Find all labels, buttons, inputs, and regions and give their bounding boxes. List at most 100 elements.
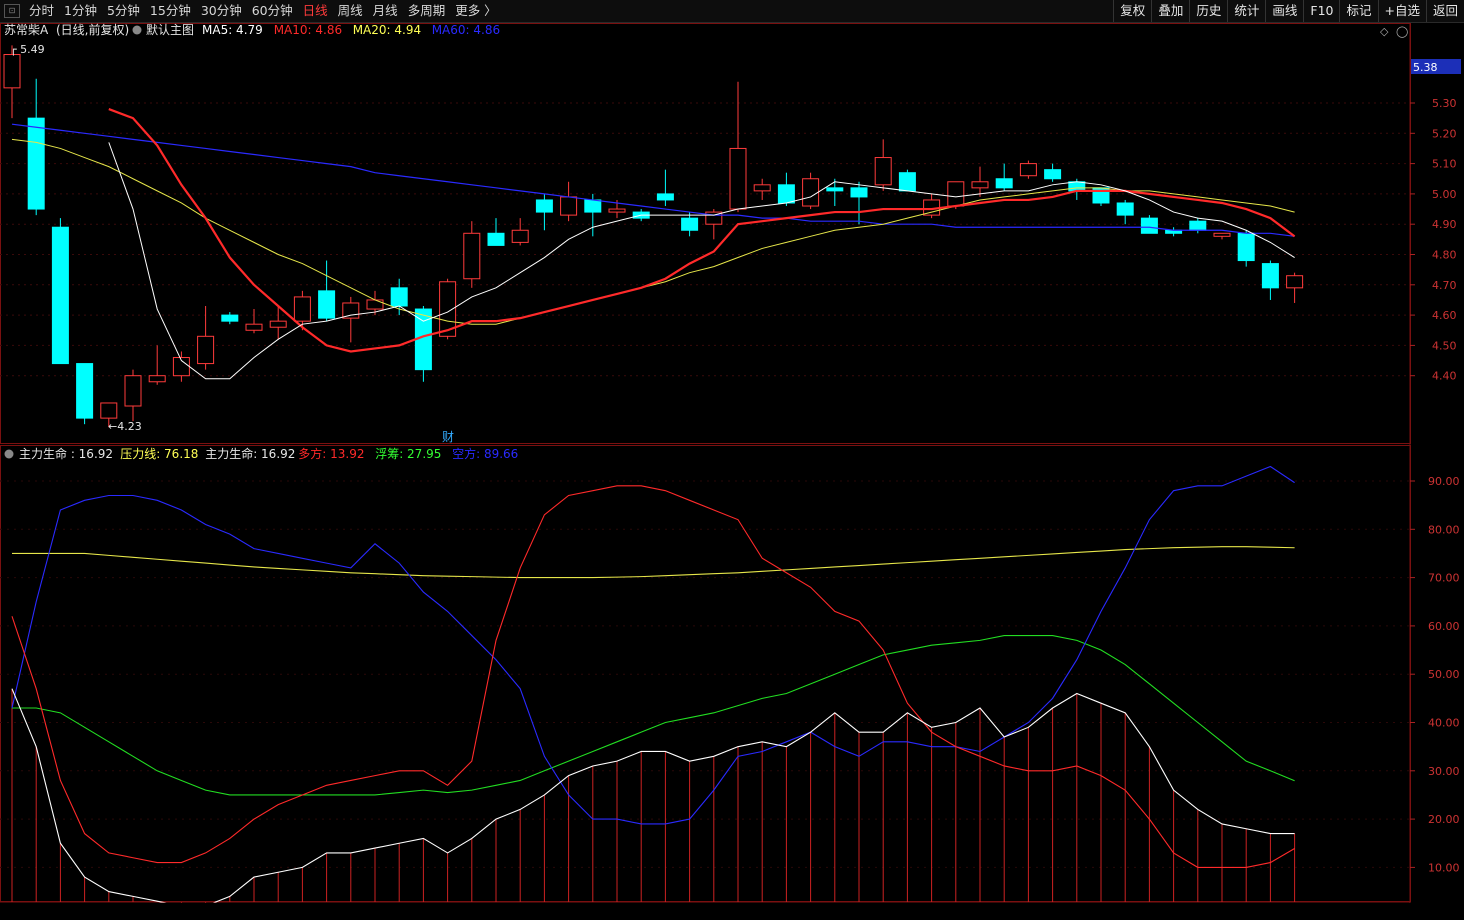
candle-body: [535, 199, 553, 213]
candle-body: [995, 178, 1013, 189]
toolbar-button-8[interactable]: 返回: [1425, 0, 1464, 22]
high-price-marker: ┌ 5.49: [10, 43, 45, 56]
candle-0: [3, 45, 21, 119]
price-tick-label: 4.60: [1432, 309, 1457, 322]
period-tab-4[interactable]: 30分钟: [200, 3, 242, 18]
toolbar-button-0[interactable]: 复权: [1113, 0, 1151, 22]
candle-body: [293, 296, 311, 322]
ma-label-ma5: MA5: 4.79: [202, 23, 263, 37]
candle-body: [850, 187, 868, 198]
period-tab-0[interactable]: 分时: [29, 3, 55, 18]
candle-32: [777, 172, 795, 207]
ma10-line: [108, 108, 1296, 353]
candle-2: [51, 218, 69, 365]
ind-tick-label: 60.00: [1428, 620, 1460, 633]
candle-body: [584, 199, 602, 213]
candle-body: [874, 157, 892, 186]
candle-50: [1213, 232, 1231, 240]
candle-23: [560, 181, 578, 222]
candle-5: [124, 369, 142, 422]
ind-tick-label: 70.00: [1428, 572, 1460, 585]
candle-48: [1165, 227, 1183, 237]
candle-body: [148, 375, 166, 383]
candle-11: [269, 306, 287, 340]
restore-window-icon[interactable]: ⊡: [4, 4, 20, 18]
indicator-dropdown-icon: [4, 449, 14, 459]
candle-body: [463, 232, 481, 280]
candle-body: [1044, 169, 1062, 180]
candle-body: [729, 147, 747, 210]
ind-tick-label: 20.00: [1428, 813, 1460, 826]
candle-51: [1237, 230, 1255, 267]
candle-body: [898, 172, 916, 192]
candle-40: [971, 166, 989, 197]
price-tick-label: 5.20: [1432, 127, 1457, 140]
price-tick-label: 4.50: [1432, 339, 1457, 352]
period-tab-8[interactable]: 月线: [372, 3, 398, 18]
toolbar-button-2[interactable]: 历史: [1189, 0, 1227, 22]
candle-body: [197, 335, 215, 365]
candle-41: [995, 163, 1013, 191]
candle-52: [1261, 260, 1279, 300]
candle-body: [802, 178, 820, 207]
toolbar-button-6[interactable]: 标记: [1339, 0, 1377, 22]
candle-1: [27, 78, 45, 216]
candle-body: [1286, 275, 1304, 289]
period-tab-2[interactable]: 5分钟: [106, 3, 140, 18]
period-tab-3[interactable]: 15分钟: [149, 3, 191, 18]
period-tab-10[interactable]: 更多 〉: [455, 3, 497, 18]
price-tick-label: 5.10: [1432, 158, 1457, 171]
candle-33: [802, 172, 820, 210]
current-price-tag-bg: [1411, 59, 1461, 74]
candle-body: [76, 363, 94, 419]
candle-body: [1019, 163, 1037, 177]
candle-body: [826, 187, 844, 192]
period-tab-5[interactable]: 60分钟: [251, 3, 293, 18]
price-tick-label: 5.30: [1432, 97, 1457, 110]
period-tab-1[interactable]: 1分钟: [64, 3, 97, 18]
toolbar-button-3[interactable]: 统计: [1227, 0, 1265, 22]
period-toolbar: ⊡ 分时 1分钟 5分钟 15分钟 30分钟 60分钟 日线 周线 月线 多周期 更多 〉 复权 叠加…: [0, 0, 1464, 23]
candle-body: [681, 217, 699, 231]
toolbar-button-1[interactable]: 叠加: [1151, 0, 1189, 22]
period-tab-6[interactable]: 日线: [302, 3, 328, 18]
candle-body: [560, 196, 578, 216]
toolbar-button-7[interactable]: +自选: [1377, 0, 1426, 22]
candle-22: [535, 193, 553, 231]
candle-body: [656, 193, 674, 201]
candle-21: [511, 218, 529, 246]
period-tab-9[interactable]: 多周期: [407, 3, 446, 18]
candle-31: [753, 178, 771, 200]
main-panel-frame: [0, 23, 1411, 444]
candle-7: [172, 351, 190, 382]
candle-10: [245, 309, 263, 334]
candle-body: [221, 314, 239, 322]
candle-body: [366, 299, 384, 310]
ma-label-ma20: MA20: 4.94: [353, 23, 421, 37]
period-tab-7[interactable]: 周线: [337, 3, 363, 18]
candle-35: [850, 181, 868, 225]
candle-body: [3, 54, 21, 89]
indicator-legend-5: 空方: 89.66: [452, 446, 518, 461]
candle-body: [1261, 263, 1279, 289]
toolbar-button-4[interactable]: 画线: [1265, 0, 1303, 22]
settings-circle-icon: ◯: [1396, 25, 1408, 38]
stock-name: 苏常柴A: [4, 23, 49, 37]
candle-27: [656, 169, 674, 207]
candle-body: [100, 402, 118, 419]
candle-body: [1068, 181, 1086, 192]
main-template-name: 默认主图: [146, 23, 194, 37]
toolbar-button-5[interactable]: F10: [1303, 0, 1339, 22]
short-line: [11, 465, 1295, 825]
indicator-panel-frame: [0, 445, 1411, 902]
candle-47: [1140, 215, 1158, 234]
candle-body: [487, 232, 505, 246]
candle-3: [76, 363, 94, 425]
candle-body: [1116, 202, 1134, 216]
chart-area[interactable]: 5.30 5.20 5.10 5.00 4.90 4.80 4.70 4.60 4.50 4.40…: [0, 23, 1464, 903]
ma60-line: [11, 123, 1295, 237]
candle-43: [1044, 163, 1062, 182]
candle-body: [124, 375, 142, 407]
candle-37: [898, 169, 916, 192]
ma-label-ma60: MA60: 4.86: [432, 23, 500, 37]
